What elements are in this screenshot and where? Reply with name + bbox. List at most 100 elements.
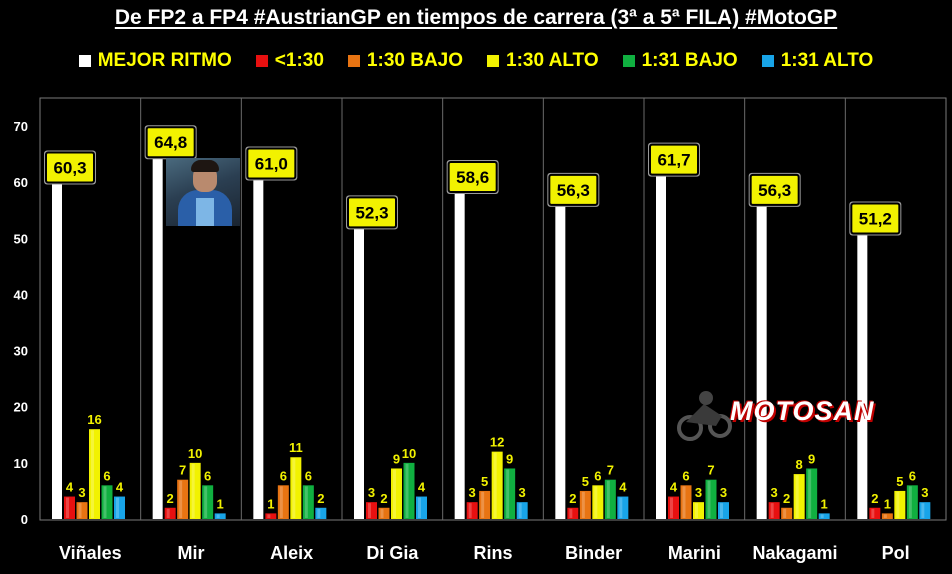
bar-shine [204, 486, 208, 518]
bar-series-3 [793, 474, 805, 519]
y-tick-label: 70 [14, 119, 28, 134]
bar-shine [481, 491, 485, 518]
bar-shine [116, 497, 119, 518]
bar-series-3 [592, 485, 604, 519]
y-tick-label: 40 [14, 287, 28, 302]
bar-series-1 [567, 507, 579, 519]
watermark-text: MOTOSAN [730, 396, 875, 426]
data-label: 7 [607, 463, 614, 478]
bar-series-5 [718, 502, 729, 519]
chart-title: De FP2 a FP4 #AustrianGP en tiempos de c… [114, 6, 838, 29]
bar-shine [594, 486, 598, 518]
legend-swatch [78, 55, 91, 67]
bar-series-5 [214, 513, 226, 519]
bar-shine [908, 486, 912, 518]
bar-shine [493, 452, 497, 518]
data-label: 3 [771, 485, 778, 500]
bar-mejor-ritmo [152, 155, 163, 520]
bar-shine [393, 469, 396, 518]
bar-series-1 [164, 507, 176, 519]
bar-shine [279, 486, 283, 518]
data-label: 6 [305, 468, 312, 483]
bar-series-2 [680, 485, 692, 519]
value-box [145, 126, 196, 159]
data-label: 9 [808, 451, 815, 466]
y-tick-label: 0 [21, 512, 28, 527]
x-category-label: Binder [565, 543, 622, 563]
data-label: 2 [317, 491, 324, 506]
value-box [850, 202, 901, 235]
legend-swatch [761, 55, 774, 67]
bar-shine [820, 514, 824, 518]
x-category-label: Aleix [270, 543, 313, 563]
bar-series-5 [617, 496, 629, 519]
x-category-label: Mir [178, 543, 205, 563]
data-label: 8 [796, 457, 803, 472]
bar-shine [682, 486, 686, 518]
bar-shine [619, 497, 623, 518]
value-box [749, 173, 800, 206]
bar-shine [896, 491, 900, 518]
bar-series-3 [290, 457, 302, 519]
legend-label: MEJOR RITMO [97, 50, 232, 71]
bar-shine [581, 491, 585, 518]
bar-shine [405, 463, 409, 518]
x-category-label: Viñales [59, 543, 122, 563]
data-label: 4 [670, 480, 678, 495]
legend-label: 1:31 BAJO [641, 50, 738, 71]
bar-mejor-ritmo [454, 190, 465, 519]
bar-series-5 [919, 502, 931, 519]
bar-series-1 [366, 502, 377, 519]
bar-series-1 [668, 496, 679, 519]
data-label: 7 [707, 463, 714, 478]
data-label: 5 [896, 474, 903, 489]
legend-entry: 1:30 BAJO [347, 50, 464, 72]
bar-series-3 [894, 490, 906, 519]
bar-series-2 [277, 485, 289, 519]
bar-series-1 [265, 513, 277, 519]
bar-series-2 [881, 513, 893, 519]
data-label: 4 [66, 480, 74, 495]
motosan-watermark: MOTOSAN [676, 384, 946, 444]
value-box [649, 143, 699, 176]
legend-swatch [487, 55, 500, 67]
data-label: 2 [871, 491, 878, 506]
bar-mejor-ritmo [555, 202, 566, 519]
bar-series-3 [391, 468, 402, 519]
legend-swatch [622, 55, 635, 67]
y-tick-label: 30 [14, 344, 28, 359]
bar-shine [720, 503, 723, 518]
legend-entry: MEJOR RITMO [78, 50, 232, 72]
data-label: 4 [418, 480, 426, 495]
legend: MEJOR RITMO <1:30 1:30 BAJO 1:30 ALTO 1:31 B… [0, 50, 952, 72]
data-label: 3 [519, 485, 526, 500]
bar-shine [166, 508, 170, 518]
x-category-label: Pol [882, 543, 910, 563]
bar-series-4 [806, 468, 818, 519]
bar-shine [606, 480, 610, 518]
rider-suit-stripe [196, 198, 214, 226]
legend-label: 1:31 ALTO [780, 50, 874, 71]
data-label: 1 [884, 496, 891, 511]
legend-label: 1:30 BAJO [366, 50, 464, 71]
bar-shine [871, 508, 875, 518]
bar-series-4 [604, 479, 616, 519]
bar-mejor-ritmo [756, 202, 767, 519]
data-label: 6 [594, 468, 601, 483]
data-label: 6 [909, 468, 916, 483]
x-category-label: Di Gia [366, 543, 419, 563]
bar-mejor-ritmo [253, 176, 264, 519]
bar-series-5 [818, 513, 830, 519]
bar-series-4 [202, 485, 214, 519]
bar-shine [468, 503, 472, 518]
data-label-mejor-ritmo: 52,3 [355, 203, 388, 222]
data-label: 2 [783, 491, 790, 506]
data-label: 10 [188, 446, 202, 461]
data-label: 1 [821, 496, 828, 511]
data-label: 9 [506, 451, 513, 466]
data-label: 6 [280, 468, 287, 483]
value-box [447, 161, 498, 194]
data-label-mejor-ritmo: 51,2 [859, 210, 892, 229]
rider-photo-icon [166, 158, 240, 226]
bar-shine [103, 486, 107, 518]
